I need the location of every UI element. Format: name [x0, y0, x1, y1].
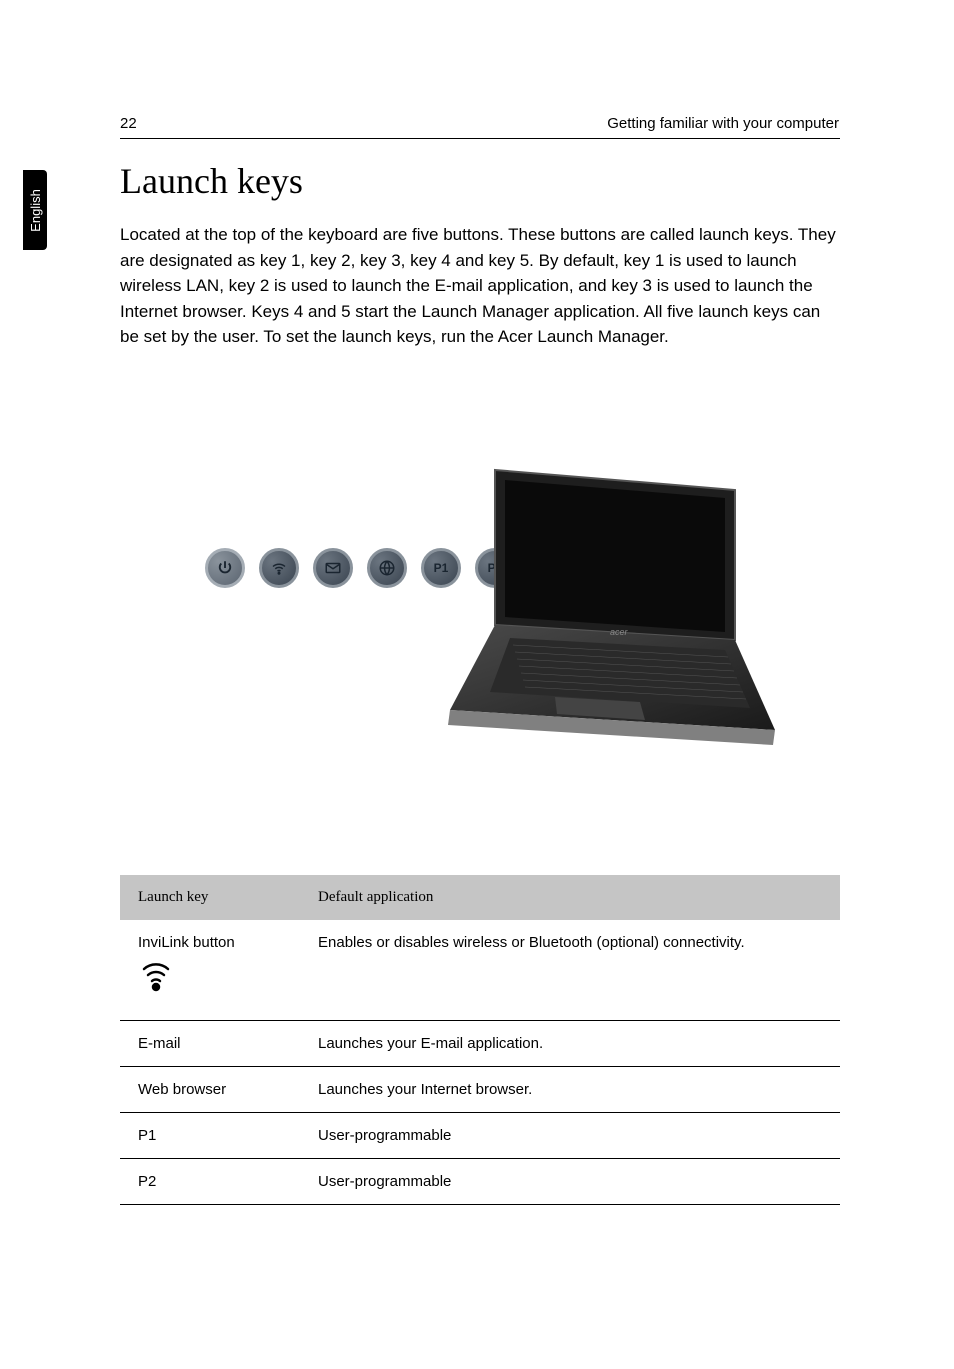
table-row: E-mail Launches your E-mail application. — [120, 1020, 840, 1066]
table-cell-app: User-programmable — [300, 1112, 840, 1158]
invilink-icon — [138, 959, 282, 999]
launch-keys-table: Launch key Default application InviLink … — [120, 875, 840, 1205]
table-row: Web browser Launches your Internet brows… — [120, 1066, 840, 1112]
table-cell-app: Launches your E-mail application. — [300, 1020, 840, 1066]
table-cell-app: User-programmable — [300, 1158, 840, 1204]
table-cell-key: E-mail — [120, 1020, 300, 1066]
wireless-button-icon — [259, 548, 299, 588]
mail-button-icon — [313, 548, 353, 588]
page-header: Getting familiar with your computer — [607, 115, 839, 132]
table-cell-key: P2 — [120, 1158, 300, 1204]
table-row: P1 User-programmable — [120, 1112, 840, 1158]
header-divider — [120, 138, 840, 139]
laptop-icon: acer — [395, 460, 775, 790]
laptop-illustration: P1 P2 acer — [205, 460, 775, 800]
body-paragraph: Located at the top of the keyboard are f… — [120, 222, 840, 350]
language-tab: English — [23, 170, 47, 250]
invilink-label: InviLink button — [138, 934, 235, 951]
power-button-icon — [205, 548, 245, 588]
table-row: P2 User-programmable — [120, 1158, 840, 1204]
table-header-key: Launch key — [120, 875, 300, 920]
page-title: Launch keys — [120, 160, 303, 202]
table-row: InviLink button Enables or disables wire… — [120, 920, 840, 1020]
table-cell-key: InviLink button — [120, 920, 300, 1020]
language-tab-label: English — [28, 189, 43, 232]
table-header-row: Launch key Default application — [120, 875, 840, 920]
table-cell-app: Enables or disables wireless or Bluetoot… — [300, 920, 840, 1020]
table-header-app: Default application — [300, 875, 840, 920]
page-number: 22 — [120, 115, 137, 132]
table-cell-key: Web browser — [120, 1066, 300, 1112]
svg-text:acer: acer — [610, 627, 629, 637]
table-cell-app: Launches your Internet browser. — [300, 1066, 840, 1112]
table-cell-key: P1 — [120, 1112, 300, 1158]
